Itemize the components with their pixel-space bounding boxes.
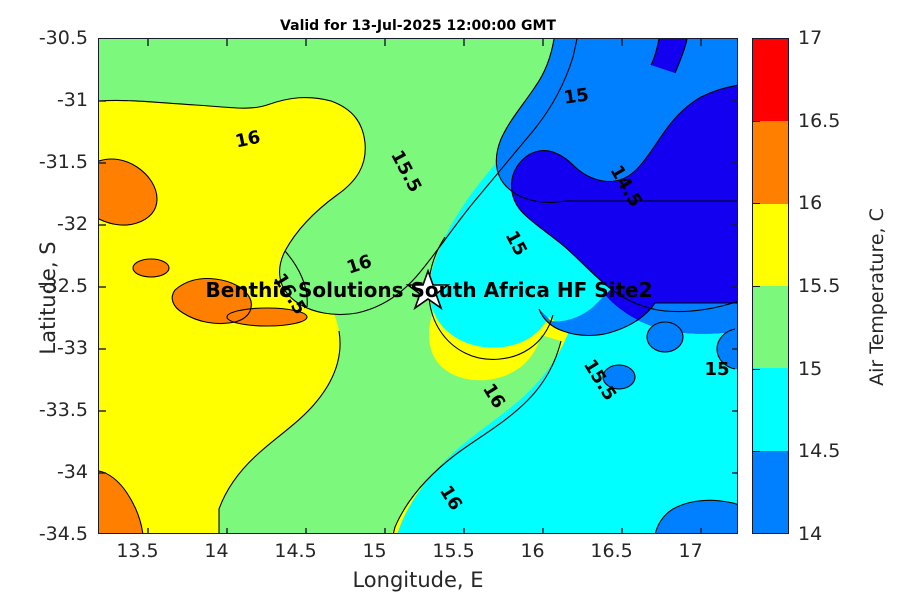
colorbar-tick-label: 16: [798, 192, 823, 215]
x-axis-ticks: 13.5 14 14.5 15 15.5 16 16.5 17: [98, 540, 738, 566]
y-tick-label: -34.5: [38, 523, 88, 545]
y-tick-label: -34: [56, 461, 88, 483]
colorbar-band: [753, 203, 788, 286]
colorbar-band: [753, 121, 788, 204]
x-tick-label: 16: [520, 540, 545, 562]
colorbar-tick-label: 17: [798, 27, 823, 49]
x-tick-label: 16.5: [590, 540, 633, 562]
fill-band-orange-small: [133, 259, 169, 277]
colorbar-tick-label: 16.5: [798, 109, 841, 132]
y-tick-label: -32: [56, 213, 88, 235]
fill-blob-dodger-3: [717, 328, 737, 369]
fill-band-dodgerblue-east-south: [655, 500, 737, 533]
colorbar-tick-mark: [752, 286, 760, 287]
x-tick-label: 15.5: [432, 540, 475, 562]
x-tick-label: 14.5: [274, 540, 317, 562]
colorbar-tick-label: 14.5: [798, 440, 841, 463]
colorbar-title: Air Temperature, C: [866, 208, 888, 386]
colorbar-tick-mark: [752, 203, 760, 205]
colorbar-tick-label: 15: [798, 357, 823, 380]
colorbar-tick-label: 15.5: [798, 275, 841, 297]
colorbar-band: [753, 39, 788, 122]
colorbar-tick-mark: [752, 120, 760, 122]
fill-band-orange-southwest: [99, 471, 143, 533]
colorbar-tick-mark: [752, 368, 760, 370]
x-tick-label: 17: [678, 540, 703, 562]
contour-label: 16: [233, 127, 262, 153]
site-marker-star[interactable]: [405, 268, 451, 311]
colorbar-tick-mark: [752, 451, 760, 453]
fill-blob-dodger-2: [603, 365, 635, 389]
colorbar[interactable]: [752, 38, 789, 534]
site-marker-label: Benthic Solutions South Africa HF Site2: [205, 278, 652, 302]
x-tick-label: 13.5: [116, 540, 159, 562]
y-tick-label: -33: [56, 337, 88, 359]
y-tick-label: -32.5: [38, 275, 88, 297]
y-tick-label: -33.5: [38, 399, 88, 421]
x-tick-label: 15: [362, 540, 387, 562]
chart-title: Valid for 13-Jul-2025 12:00:00 GMT: [280, 18, 556, 34]
y-tick-label: -31: [56, 89, 88, 111]
contour-label: 15: [704, 359, 729, 380]
colorbar-band: [753, 285, 788, 369]
fill-band-green-central: [219, 237, 561, 533]
y-axis-ticks: -30.5 -31 -31.5 -32 -32.5 -33 -33.5 -34 -34.5: [0, 27, 88, 545]
contour-lines: [99, 39, 737, 533]
fill-band-orange-central-2: [227, 308, 307, 326]
fill-band-green-north: [99, 39, 577, 315]
x-tick-label: 14: [204, 540, 229, 562]
fill-band-dodgerblue-central: [539, 295, 737, 336]
colorbar-tick-label: 14: [798, 523, 823, 545]
y-tick-label: -31.5: [38, 151, 88, 173]
colorbar-band: [753, 368, 788, 451]
colorbar-band: [753, 450, 788, 533]
fill-band-deepblue-main: [511, 85, 737, 312]
tick-marks: [99, 39, 737, 533]
colorbar-tick-labels: 17 16.5 16 15.5 15 14.5 14: [792, 27, 852, 545]
fill-band-orange-northwest: [99, 159, 157, 226]
contour-label: 15: [562, 84, 590, 108]
y-tick-label: -30.5: [38, 27, 88, 49]
x-axis-title: Longitude, E: [352, 568, 484, 592]
